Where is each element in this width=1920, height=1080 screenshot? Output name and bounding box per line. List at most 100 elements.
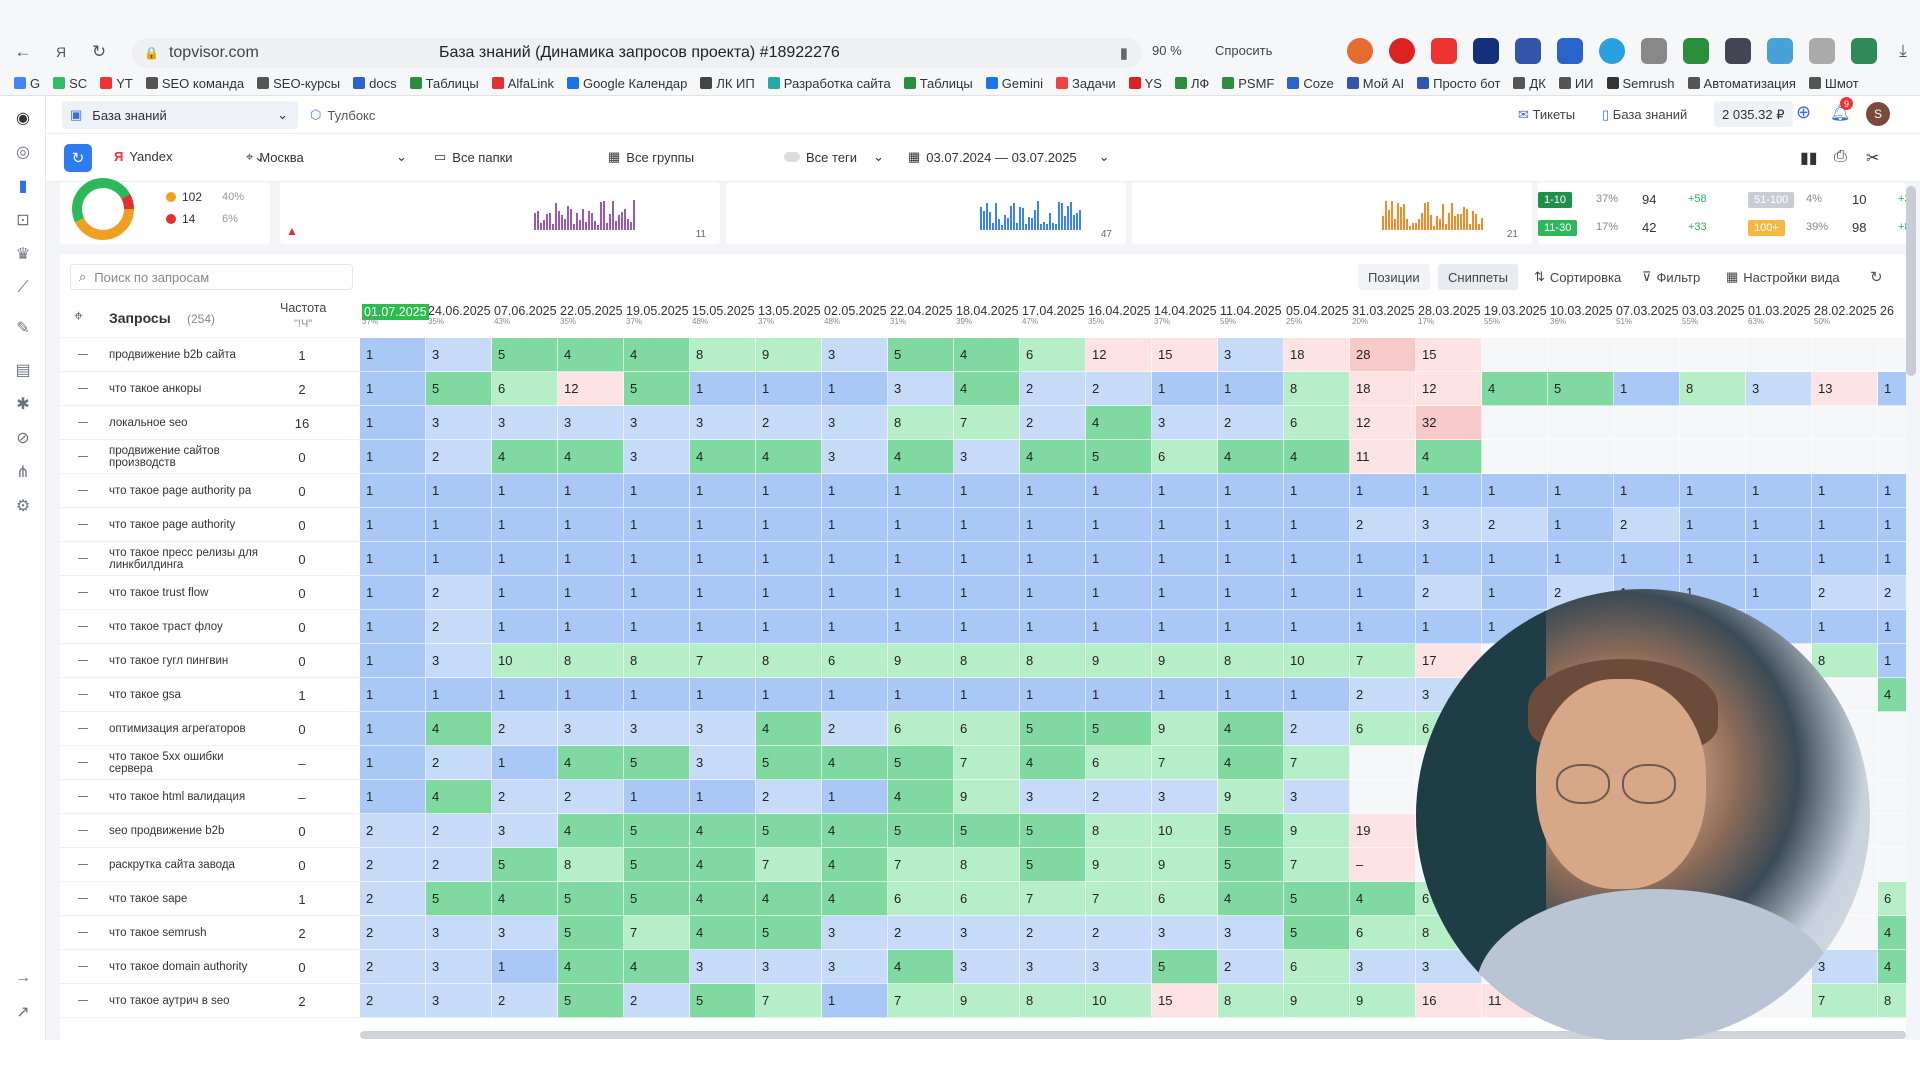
position-cell[interactable]: 1 [1152,678,1218,712]
position-cell[interactable]: 1 [1218,542,1284,576]
collapse-icon[interactable] [78,388,88,389]
date-column-header[interactable]: 10.03.2025 36% [1548,298,1614,338]
position-cell[interactable]: 2 [492,780,558,814]
position-cell[interactable]: 1 [888,474,954,508]
position-cell[interactable]: 1 [1152,508,1218,542]
position-cell[interactable]: 1 [1878,474,1906,508]
position-cell[interactable]: 4 [954,338,1020,372]
position-cell[interactable]: 7 [756,848,822,882]
position-cell[interactable]: 1 [492,610,558,644]
position-cell[interactable]: 8 [558,644,624,678]
position-cell[interactable]: 1 [360,780,426,814]
position-cell[interactable]: – [1350,848,1416,882]
position-cell[interactable]: 1 [888,610,954,644]
position-cell[interactable]: 6 [1350,712,1416,746]
positions-tab[interactable]: Позиции [1358,264,1430,290]
position-cell[interactable]: 1 [1746,474,1812,508]
position-cell[interactable]: 1 [1614,542,1680,576]
competitors-icon[interactable]: ⊡ [16,212,30,229]
bookmark-item[interactable]: SC [53,76,87,91]
position-cell[interactable]: 11 [1350,440,1416,474]
position-cell[interactable]: 3 [1284,780,1350,814]
date-column-header[interactable]: 22.05.2025 35% [558,298,624,338]
position-cell[interactable]: 7 [1020,882,1086,916]
date-column-header[interactable]: 22.04.2025 31% [888,298,954,338]
position-cell[interactable] [1878,1018,1906,1028]
position-cell[interactable]: 1 [426,678,492,712]
groups-select[interactable]: ▦ Все группы [608,149,694,165]
position-cell[interactable]: 8 [1878,984,1906,1018]
position-cell[interactable]: 1 [756,576,822,610]
position-cell[interactable]: 1 [1020,542,1086,576]
position-cell[interactable]: 5 [426,882,492,916]
position-cell[interactable]: 1 [756,610,822,644]
position-cell[interactable]: 1 [1614,474,1680,508]
bookmark-item[interactable]: Coze [1287,76,1334,91]
bookmark-item[interactable]: ЛК ИП [700,76,755,91]
position-cell[interactable]: 4 [558,814,624,848]
position-cell[interactable]: 5 [492,338,558,372]
position-cell[interactable]: 1 [558,508,624,542]
position-cell[interactable] [1548,338,1614,372]
position-cell[interactable]: 1 [1020,508,1086,542]
position-cell[interactable]: 1 [360,746,426,780]
position-cell[interactable]: 9 [1086,644,1152,678]
sitemap-icon[interactable]: ⋔ [16,464,30,481]
position-cell[interactable]: 3 [690,712,756,746]
position-cell[interactable]: 9 [756,338,822,372]
table-row[interactable]: что такое траст флоу 0 [60,610,360,644]
position-cell[interactable]: 3 [1416,508,1482,542]
position-cell[interactable]: 12 [1416,372,1482,406]
position-cell[interactable] [1218,1018,1284,1028]
date-column-header[interactable]: 28.02.2025 50% [1812,298,1878,338]
table-row[interactable]: seo продвижение b2b 0 [60,814,360,848]
range-badge[interactable]: 1-10 [1538,192,1573,208]
position-cell[interactable]: 2 [1350,508,1416,542]
position-cell[interactable]: 3 [1746,372,1812,406]
position-cell[interactable]: 5 [492,848,558,882]
position-cell[interactable] [1614,406,1680,440]
position-cell[interactable]: 1 [1350,576,1416,610]
position-cell[interactable]: 1 [1284,474,1350,508]
extension-icon[interactable] [1641,38,1667,64]
position-cell[interactable]: 2 [360,882,426,916]
position-cell[interactable]: 1 [360,712,426,746]
position-cell[interactable]: 6 [1284,950,1350,984]
range-badge[interactable]: 11-30 [1538,220,1578,236]
bookmark-icon[interactable]: ▮ [1119,45,1128,62]
position-cell[interactable]: 2 [756,406,822,440]
position-cell[interactable]: 4 [558,746,624,780]
position-cell[interactable]: 1 [624,474,690,508]
search-input[interactable]: ⌕ Поиск по запросам [70,264,353,290]
position-cell[interactable]: 12 [1350,406,1416,440]
position-cell[interactable] [1482,440,1548,474]
position-cell[interactable]: 15 [1152,338,1218,372]
position-cell[interactable]: 5 [1218,814,1284,848]
position-cell[interactable]: 2 [492,712,558,746]
bookmark-item[interactable]: Таблицы [409,76,479,91]
extension-icon[interactable] [1347,38,1373,64]
position-cell[interactable]: 1 [690,508,756,542]
position-cell[interactable]: 6 [492,372,558,406]
position-cell[interactable] [1152,1018,1218,1028]
position-cell[interactable]: 1 [822,678,888,712]
bookmark-item[interactable]: AlfaLink [491,76,554,91]
position-cell[interactable] [1878,440,1906,474]
position-cell[interactable]: 5 [954,814,1020,848]
extension-icon[interactable] [1809,38,1835,64]
position-cell[interactable]: 1 [558,678,624,712]
position-cell[interactable]: 1 [690,678,756,712]
position-cell[interactable]: 4 [822,814,888,848]
position-cell[interactable]: 1 [1218,474,1284,508]
position-cell[interactable]: 1 [822,984,888,1018]
download-icon[interactable]: ⤓ [1899,41,1907,60]
position-cell[interactable]: 2 [1812,576,1878,610]
position-cell[interactable]: 2 [426,814,492,848]
position-cell[interactable]: 4 [426,780,492,814]
position-cell[interactable]: 1 [1746,542,1812,576]
bookmark-item[interactable]: ЛФ [1174,76,1209,91]
position-cell[interactable]: 2 [1218,406,1284,440]
position-cell[interactable]: 9 [1284,814,1350,848]
position-cell[interactable]: 1 [558,576,624,610]
position-cell[interactable]: 1 [822,576,888,610]
